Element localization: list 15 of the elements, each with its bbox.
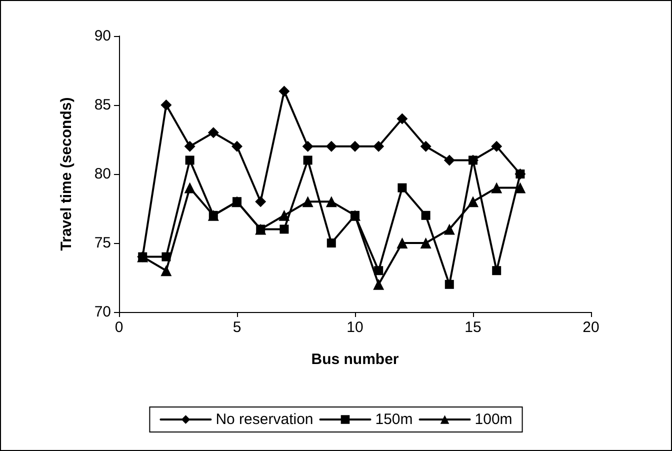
y-tick-label: 70 xyxy=(94,304,111,320)
x-tick-label: 15 xyxy=(464,319,482,336)
x-tick-label: 5 xyxy=(232,319,242,336)
legend-label: No reservation xyxy=(216,411,314,428)
y-axis-title: Travel time (seconds) xyxy=(58,97,75,251)
y-tick-label: 80 xyxy=(94,166,111,182)
legend-label: 100m xyxy=(474,411,512,428)
x-tick-label: 0 xyxy=(114,319,124,336)
y-tick-label: 90 xyxy=(94,28,111,44)
legend-label: 150m xyxy=(375,411,413,428)
y-tick-label: 75 xyxy=(94,234,111,252)
x-axis-title: Bus number xyxy=(311,351,399,368)
x-tick-label: 10 xyxy=(346,319,364,336)
x-tick-label: 20 xyxy=(582,319,600,336)
y-tick-label: 85 xyxy=(94,96,111,114)
